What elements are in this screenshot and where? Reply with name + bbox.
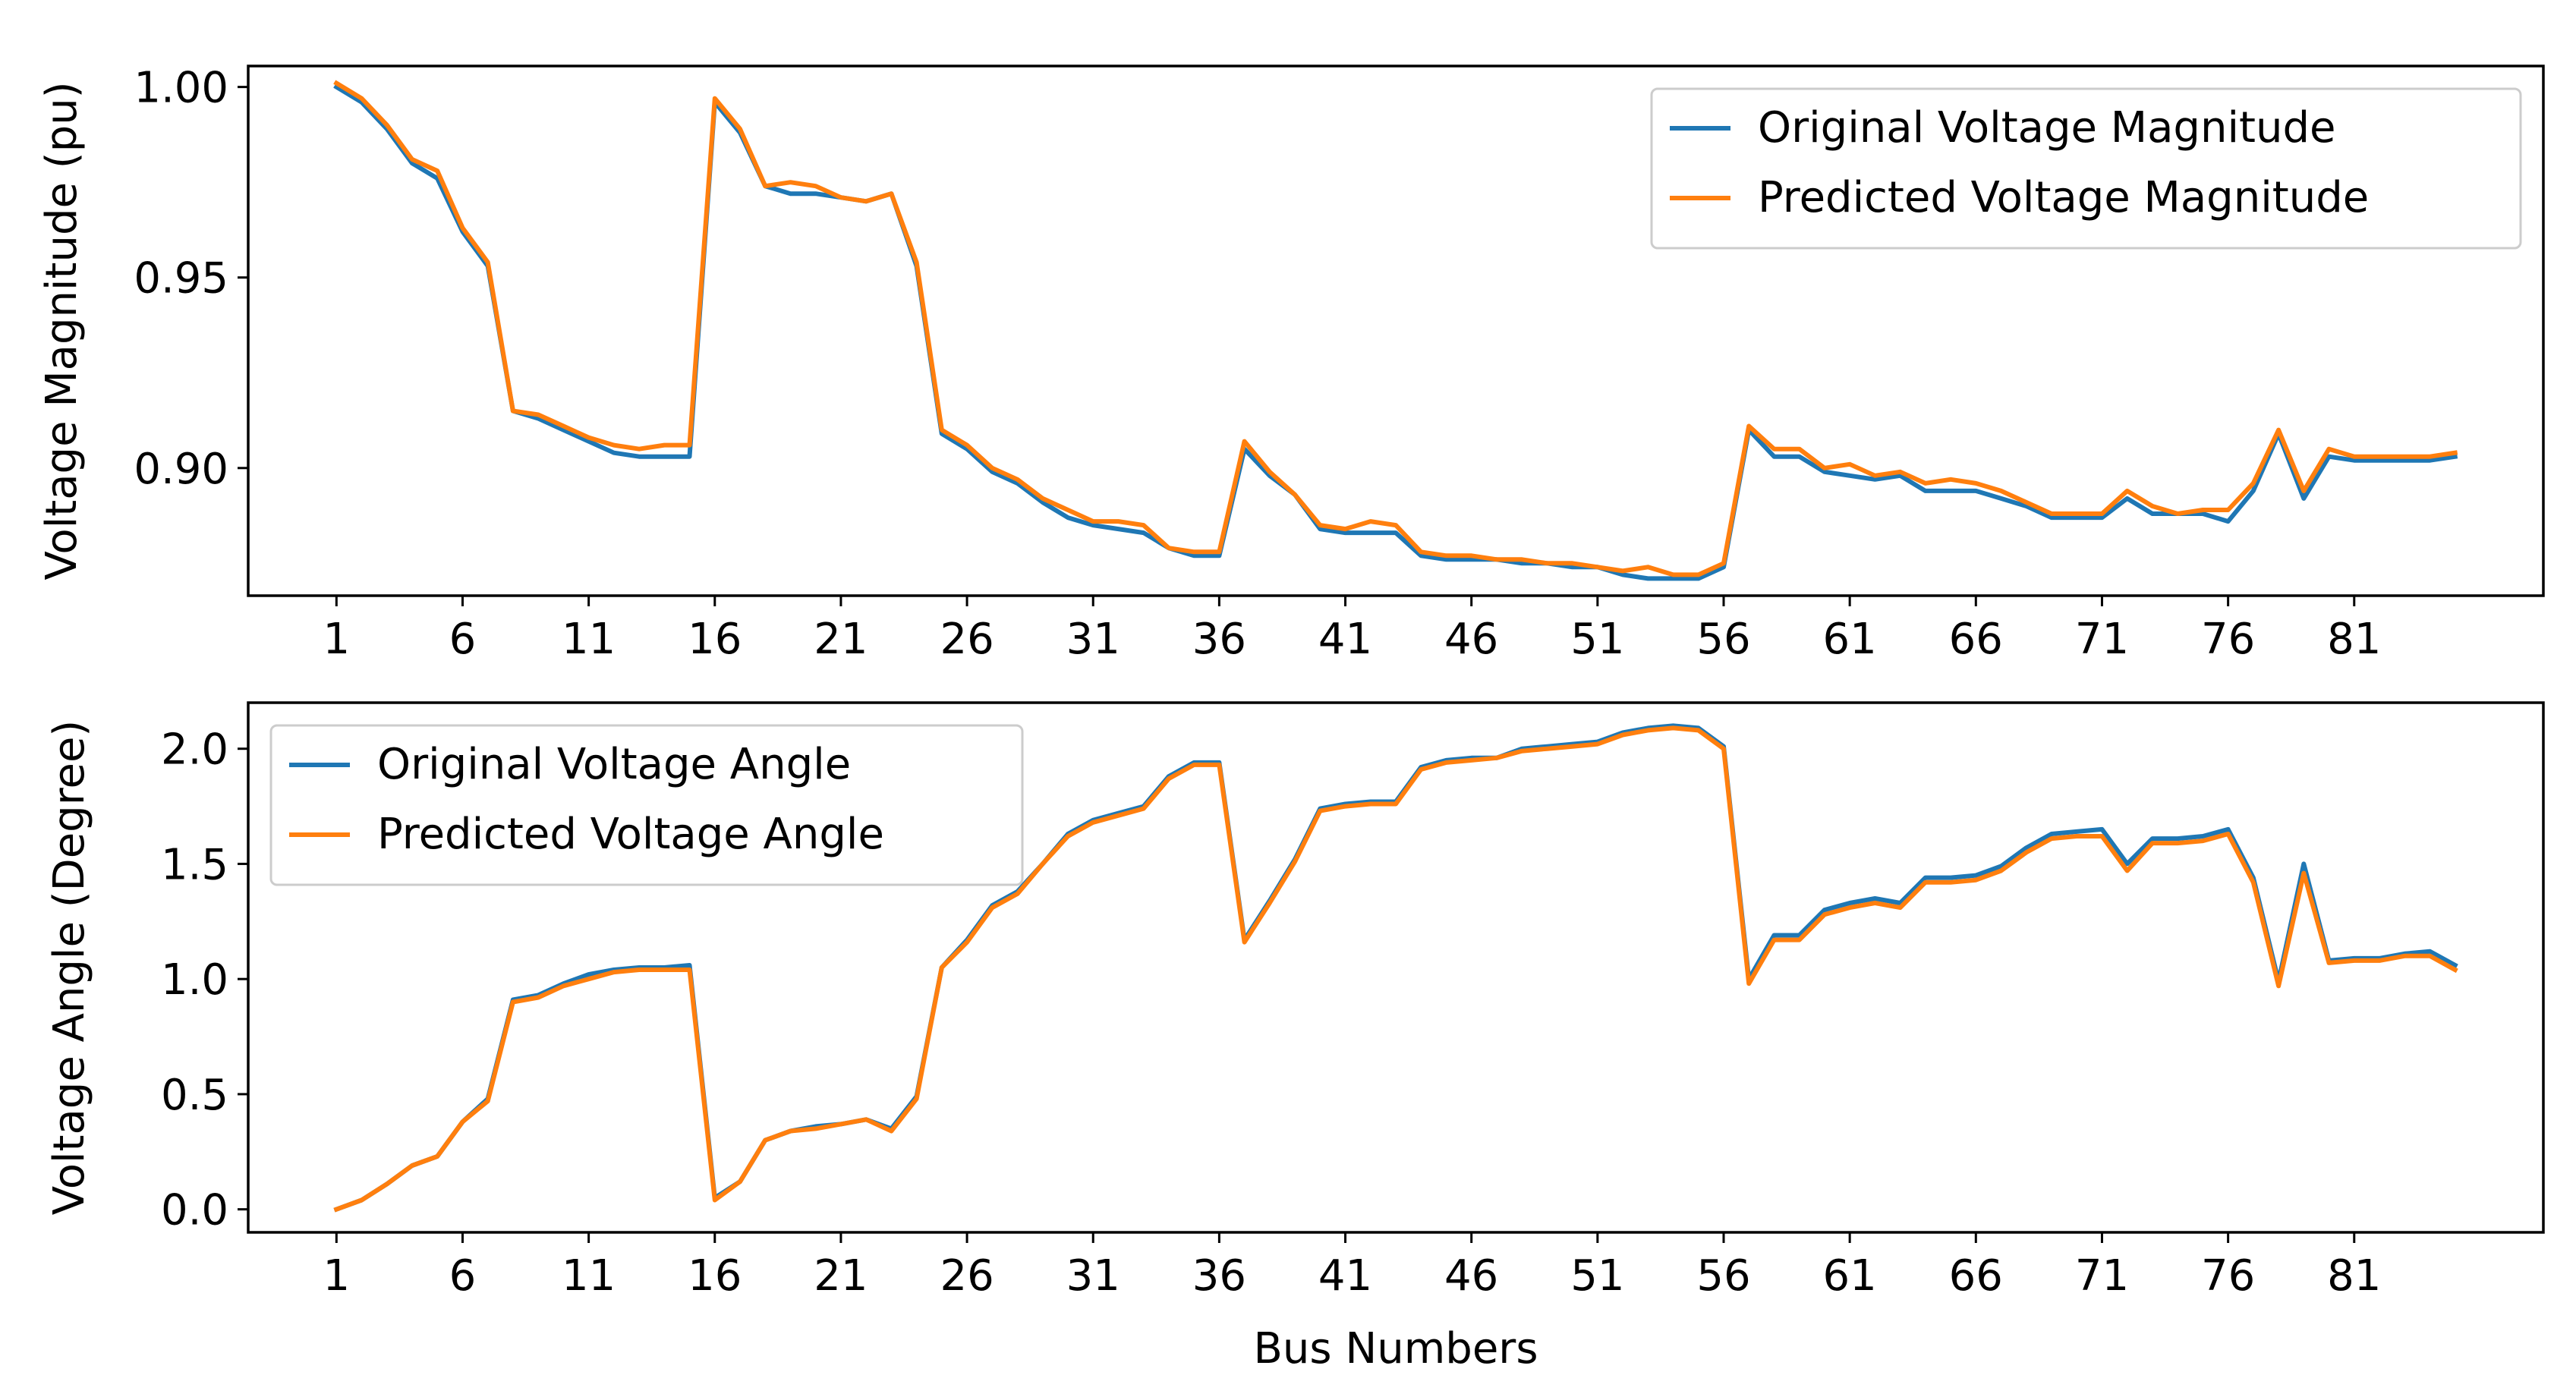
voltage-angle-lines [333,723,2458,1213]
y-tick-label: 0.90 [134,445,228,494]
y-tick-label: 1.0 [161,955,228,1005]
voltage-magnitude-legend: Original Voltage Magnitude Predicted Vol… [1650,87,2522,250]
series-line-original [333,83,2458,581]
y-tick-label: 0.5 [161,1071,228,1120]
x-tick-label: 66 [1949,1251,2003,1301]
series-line-predicted [333,725,2458,1213]
x-tick-label: 6 [449,1251,477,1301]
voltage-magnitude-axes-frame [247,65,2545,597]
x-tick-label: 71 [2075,1251,2129,1301]
legend-box [1650,87,2522,250]
x-tick-label: 46 [1444,615,1498,664]
x-tick-label: 1 [323,615,350,664]
voltage-angle-x-ticks: 1 6 11 16 21 26 31 36 41 46 51 56 61 66 71 76 81 [323,1232,2381,1301]
x-tick-label: 81 [2327,615,2381,664]
x-tick-label: 81 [2327,1251,2381,1301]
x-tick-label: 76 [2201,1251,2255,1301]
voltage-angle-legend: Original Voltage Angle Predicted Voltage… [269,724,1024,886]
voltage-magnitude-x-ticks: 1 6 11 16 21 26 31 36 41 46 51 56 61 66 71 76 81 [323,596,2381,664]
x-tick-label: 36 [1192,1251,1246,1301]
x-tick-label: 11 [562,615,616,664]
x-tick-label: 21 [814,1251,868,1301]
x-tick-label: 31 [1066,615,1120,664]
x-tick-label: 51 [1570,1251,1624,1301]
legend-box [269,724,1024,886]
x-tick-label: 31 [1066,1251,1120,1301]
y-tick-label: 2.0 [161,725,228,775]
x-tick-label: 56 [1696,1251,1750,1301]
x-tick-label: 71 [2075,615,2129,664]
voltage-angle-panel: 1 6 11 16 21 26 31 36 41 46 51 56 61 66 71 76 81 0.00.51… [45,701,2545,1373]
x-tick-label: 26 [940,615,994,664]
y-tick-label: 0.0 [161,1186,228,1235]
x-tick-label: 56 [1696,615,1750,664]
x-tick-label: 6 [449,615,477,664]
x-tick-label: 66 [1949,615,2003,664]
voltage-angle-y-ticks: 0.0 0.5 1.0 1.5 2.0 [161,725,248,1235]
voltage-angle-y-axis-label: Voltage Angle (Degree) [45,720,94,1216]
x-tick-label: 61 [1823,615,1877,664]
x-axis-label: Bus Numbers [1253,1324,1538,1373]
x-tick-label: 41 [1318,615,1372,664]
x-tick-label: 26 [940,1251,994,1301]
x-tick-label: 11 [562,1251,616,1301]
voltage-magnitude-lines [333,80,2458,581]
y-tick-label: 0.95 [134,254,228,304]
voltage-magnitude-panel: 1 6 11 16 21 26 31 36 41 46 51 56 61 66 71 76 81 0.900.9… [37,64,2545,664]
x-tick-label: 46 [1444,1251,1498,1301]
y-tick-label: 1.00 [134,64,228,113]
legend-label-original-magnitude: Original Voltage Magnitude [1758,103,2335,153]
voltage-magnitude-y-axis-label: Voltage Magnitude (pu) [37,81,87,580]
legend-label-predicted-magnitude: Predicted Voltage Magnitude [1758,173,2369,222]
x-tick-label: 51 [1570,615,1624,664]
x-tick-label: 36 [1192,615,1246,664]
series-line-predicted [333,80,2458,577]
x-tick-label: 41 [1318,1251,1372,1301]
x-tick-label: 21 [814,615,868,664]
x-tick-label: 16 [688,615,742,664]
x-tick-label: 16 [688,1251,742,1301]
legend-label-predicted-angle: Predicted Voltage Angle [377,810,884,859]
x-tick-label: 61 [1823,1251,1877,1301]
legend-label-original-angle: Original Voltage Angle [377,740,851,789]
x-tick-label: 76 [2201,615,2255,664]
y-tick-label: 1.5 [161,840,228,889]
voltage-magnitude-y-ticks: 0.90 0.95 1.00 [134,64,248,494]
x-tick-label: 1 [323,1251,350,1301]
voltage-angle-axes-frame [247,701,2545,1234]
